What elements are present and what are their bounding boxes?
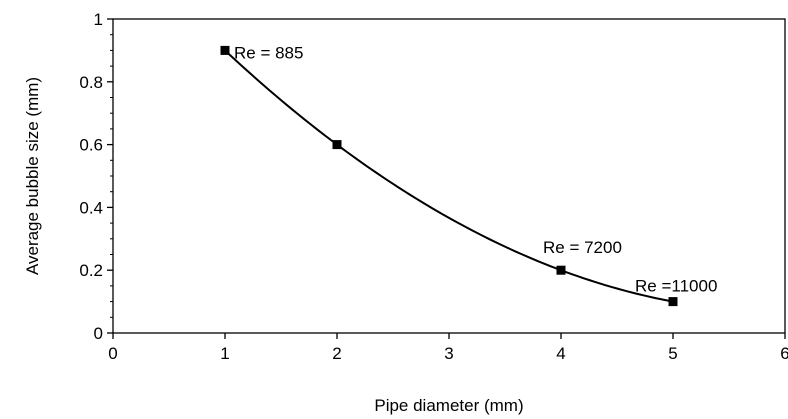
y-tick-label: 0.6 (79, 136, 103, 155)
reynolds-annotation: Re = 885 (234, 43, 303, 62)
reynolds-annotation: Re =11000 (635, 277, 717, 296)
reynolds-annotation: Re = 7200 (543, 238, 622, 257)
point-annotations: Re = 885 Re = 7200 Re =11000 (234, 43, 717, 295)
plot-area-frame (112, 18, 786, 334)
x-tick-label: 5 (668, 344, 677, 363)
x-tick-label: 4 (556, 344, 565, 363)
x-tick-label: 6 (780, 344, 788, 363)
y-axis-ticks (107, 18, 113, 334)
data-markers (220, 45, 678, 307)
x-axis-tick-labels: 0 1 2 3 4 5 6 (108, 344, 788, 363)
x-tick-label: 2 (332, 344, 341, 363)
x-axis-title: Pipe diameter (mm) (374, 396, 523, 415)
y-axis-title: Average bubble size (mm) (23, 77, 42, 275)
y-tick-label: 0.8 (79, 73, 103, 92)
y-axis-tick-labels: 0 0.2 0.4 0.6 0.8 1 (79, 10, 103, 343)
y-tick-label: 0.2 (79, 261, 103, 280)
data-point (332, 140, 342, 150)
data-point (556, 265, 566, 275)
x-tick-label: 1 (220, 344, 229, 363)
data-point (668, 297, 678, 307)
trendline (224, 49, 674, 303)
x-axis-ticks (112, 333, 786, 339)
data-point (220, 45, 230, 55)
y-tick-label: 0 (94, 324, 103, 343)
x-tick-label: 3 (444, 344, 453, 363)
x-tick-label: 0 (108, 344, 117, 363)
y-tick-label: 0.4 (79, 198, 103, 217)
y-tick-label: 1 (94, 10, 103, 29)
